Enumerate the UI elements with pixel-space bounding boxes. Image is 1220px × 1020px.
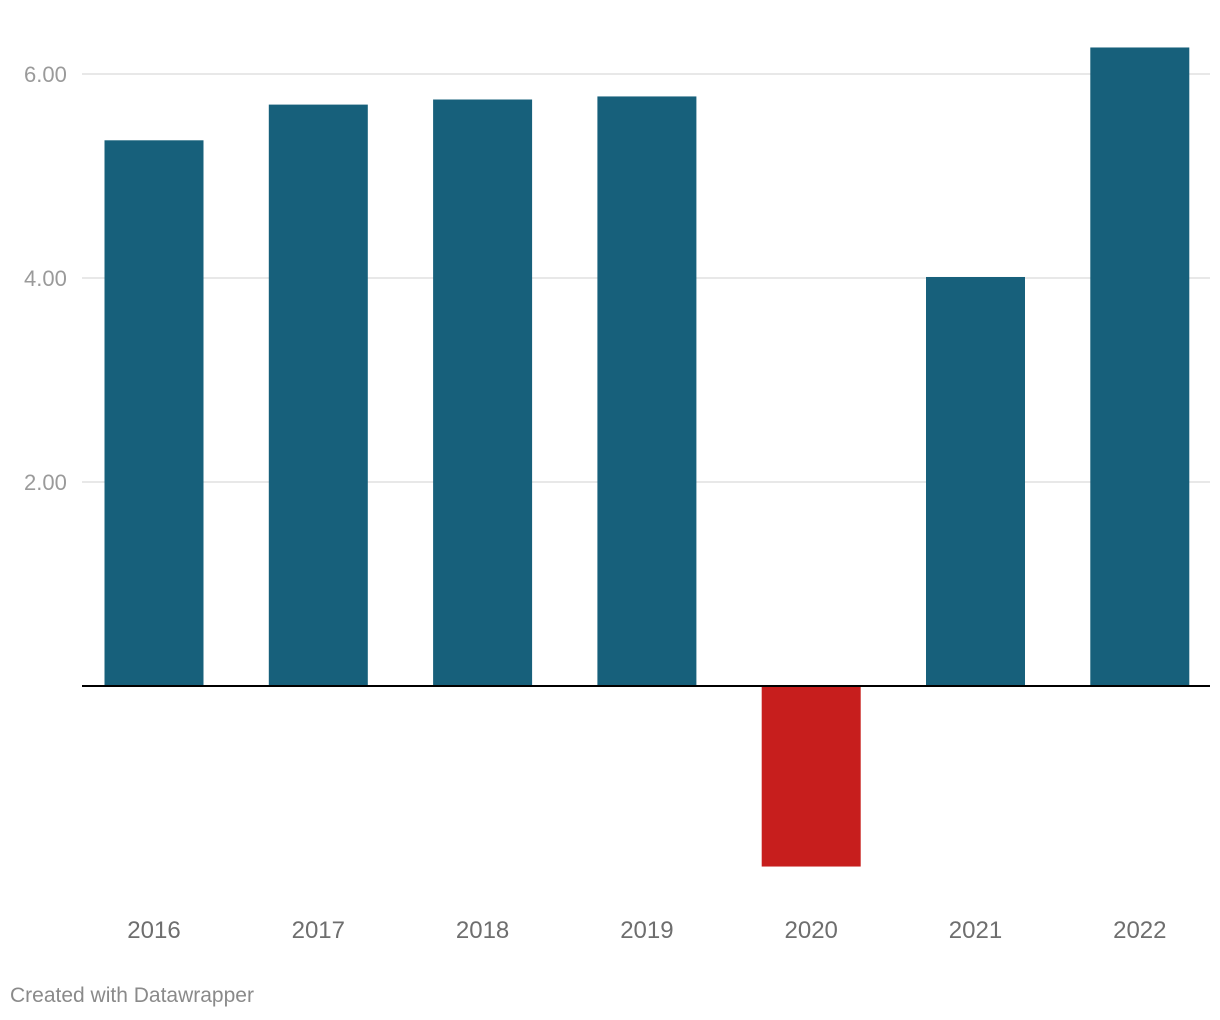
bar-2016[interactable]	[104, 140, 204, 687]
bars	[104, 47, 1190, 867]
bar-2021[interactable]	[926, 276, 1025, 686]
bar-2019[interactable]	[597, 96, 697, 686]
x-tick-label: 2019	[620, 917, 673, 944]
y-axis-ticks: 2.00 4.00 6.00	[24, 62, 67, 495]
bar-2017[interactable]	[268, 104, 368, 687]
x-tick-label: 2016	[127, 917, 180, 944]
y-tick-label: 4.00	[24, 266, 67, 291]
y-tick-label: 6.00	[24, 62, 67, 87]
bar-2018[interactable]	[433, 99, 533, 687]
x-tick-label: 2020	[785, 917, 838, 944]
x-axis-labels: 2016 2017 2018 2019 2020 2021 2022	[127, 917, 1166, 944]
bar-2022[interactable]	[1090, 47, 1190, 687]
y-tick-label: 2.00	[24, 470, 67, 495]
bar-2020[interactable]	[761, 686, 861, 867]
bar-chart: 2.00 4.00 6.00 2016 2017 2018 2019 2020 2021 202…	[24, 47, 1210, 944]
datawrapper-credit[interactable]: Created with Datawrapper	[10, 984, 254, 1007]
x-tick-label: 2018	[456, 917, 509, 944]
x-tick-label: 2017	[292, 917, 345, 944]
x-tick-label: 2021	[949, 917, 1002, 944]
x-tick-label: 2022	[1113, 917, 1166, 944]
